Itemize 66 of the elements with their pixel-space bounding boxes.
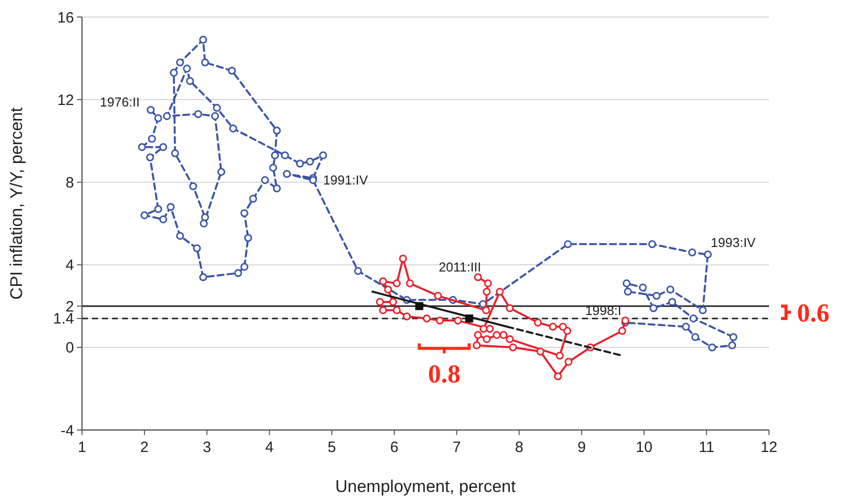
point bbox=[554, 372, 562, 380]
point bbox=[496, 288, 504, 296]
point bbox=[415, 302, 424, 310]
annotation: 2011:III bbox=[438, 260, 482, 275]
point bbox=[389, 298, 397, 306]
point bbox=[564, 358, 572, 366]
x-tick-label: 4 bbox=[265, 439, 274, 456]
x-tick-label: 7 bbox=[452, 439, 461, 456]
text: 0.6 bbox=[797, 298, 830, 328]
y-tick-label: 8 bbox=[66, 174, 74, 192]
point bbox=[506, 304, 514, 312]
x-tick-label: 8 bbox=[515, 439, 524, 456]
annotation: 0.8 bbox=[428, 359, 460, 388]
point bbox=[434, 292, 442, 300]
y-tick-label: 16 bbox=[57, 9, 74, 26]
point bbox=[402, 312, 411, 320]
point bbox=[379, 306, 387, 314]
point bbox=[376, 298, 384, 306]
point bbox=[556, 352, 564, 360]
point bbox=[486, 324, 494, 333]
y-tick-label: -4 bbox=[60, 422, 74, 440]
point bbox=[482, 335, 491, 344]
point bbox=[500, 331, 508, 339]
x-tick-label: 12 bbox=[760, 439, 778, 456]
point bbox=[482, 288, 491, 296]
point bbox=[534, 318, 542, 327]
point bbox=[392, 279, 401, 288]
point bbox=[472, 341, 481, 350]
x-tick-label: 1 bbox=[78, 439, 86, 456]
point bbox=[406, 279, 414, 288]
x-tick-label: 5 bbox=[328, 439, 336, 456]
x-tick-label: 10 bbox=[636, 439, 652, 456]
x-tick-label: 3 bbox=[202, 439, 212, 456]
y-axis-title: CPI inflation, Y/Y, percent bbox=[7, 107, 26, 300]
point bbox=[480, 324, 488, 333]
point bbox=[482, 306, 490, 314]
y-tick-label: 12 bbox=[57, 92, 74, 109]
annotation: 1993:IV bbox=[710, 235, 756, 250]
annotation: 1976:II bbox=[100, 94, 140, 110]
point bbox=[384, 286, 392, 294]
point bbox=[436, 316, 444, 325]
annotation: 1991:IV bbox=[323, 172, 368, 188]
x-tick-label: 6 bbox=[390, 439, 398, 456]
x-tick-label: 11 bbox=[698, 439, 714, 456]
point bbox=[379, 277, 387, 286]
point bbox=[454, 316, 462, 325]
point bbox=[508, 343, 517, 352]
point bbox=[492, 331, 501, 339]
point bbox=[548, 322, 557, 331]
point bbox=[474, 331, 482, 339]
x-axis-title: Unemployment, percent bbox=[335, 477, 516, 496]
point bbox=[558, 322, 567, 331]
point bbox=[399, 254, 407, 263]
y-tick-label: 4 bbox=[66, 257, 74, 274]
x-tick-label: 9 bbox=[577, 439, 586, 456]
y-tick-label: 0 bbox=[66, 340, 74, 357]
point bbox=[618, 326, 626, 335]
point bbox=[484, 279, 492, 288]
point bbox=[465, 314, 474, 322]
point bbox=[506, 335, 514, 344]
point bbox=[474, 273, 482, 282]
point bbox=[536, 348, 544, 356]
point bbox=[422, 314, 431, 322]
point bbox=[392, 306, 401, 314]
x-tick-label: 2 bbox=[140, 439, 149, 456]
y-tick-label: 1.4 bbox=[53, 310, 74, 328]
